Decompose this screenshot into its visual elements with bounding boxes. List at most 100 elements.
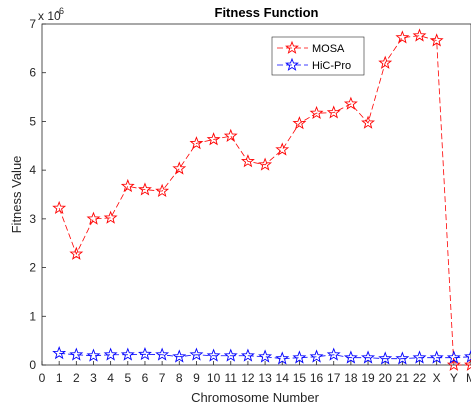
x-tick-label: 3 [90, 371, 97, 385]
data-point [429, 33, 444, 47]
series-line [59, 352, 471, 360]
y-axis-ticks: 0 1 2 3 4 5 6 7 [29, 17, 46, 372]
legend-label: MOSA [312, 43, 345, 55]
data-point [292, 350, 307, 364]
data-point [309, 349, 324, 363]
data-point [52, 200, 67, 215]
data-point [155, 183, 170, 197]
data-point [292, 116, 307, 130]
data-point [258, 157, 273, 171]
data-point [223, 128, 238, 142]
series-line [58, 35, 471, 366]
x-tick-label: 14 [276, 371, 290, 385]
data-point [69, 347, 84, 361]
y-axis-label: Fitness Value [9, 156, 24, 234]
y-tick-label: 5 [29, 114, 36, 128]
series-mosa [52, 28, 471, 371]
legend-item: HiC-Pro [277, 57, 351, 72]
x-tick-label: 8 [176, 371, 183, 385]
y-tick-label: 1 [29, 309, 36, 323]
x-tick-label: 10 [207, 371, 221, 385]
data-point [189, 136, 204, 150]
data-point [155, 347, 170, 361]
x-tick-label: 13 [258, 371, 272, 385]
data-point [326, 105, 341, 119]
data-point [412, 28, 427, 42]
data-point [464, 357, 471, 371]
data-point [275, 142, 290, 156]
legend-label: HiC-Pro [312, 60, 351, 72]
data-point [429, 350, 444, 364]
x-tick-label: 1 [56, 371, 63, 385]
plot-area [41, 23, 471, 366]
data-point [172, 349, 187, 363]
data-point [138, 346, 152, 361]
legend: MOSA HiC-Pro [271, 36, 365, 76]
chart-title: Fitness Function [215, 5, 319, 20]
y-tick-label: 4 [29, 163, 36, 177]
x-tick-label: 17 [327, 371, 341, 385]
data-point [343, 96, 358, 110]
data-point [326, 347, 341, 361]
data-point [258, 349, 273, 363]
x-axis-label: Chromosome Number [191, 390, 320, 405]
data-point [103, 210, 118, 224]
data-point [172, 161, 187, 175]
x-tick-label: 21 [396, 371, 410, 385]
legend-marker [285, 40, 299, 54]
data-point [464, 349, 471, 363]
x-tick-label: 2 [73, 371, 80, 385]
data-point [138, 182, 152, 196]
data-point [52, 346, 67, 360]
x-tick-label: 22 [413, 371, 427, 385]
x-tick-label: 19 [361, 371, 375, 385]
x-tick-label: 15 [293, 371, 307, 385]
series-hic-pro [52, 346, 471, 365]
legend-box [271, 36, 365, 76]
x-tick-label: M [466, 371, 471, 385]
data-point [120, 347, 135, 361]
data-point [446, 350, 461, 364]
x-tick-label: X [433, 371, 441, 385]
data-point [446, 357, 461, 371]
data-point [309, 105, 324, 120]
x-tick-label: 9 [193, 371, 200, 385]
data-point [361, 115, 375, 129]
x-tick-label: 18 [344, 371, 358, 385]
data-point [378, 351, 393, 365]
data-point [206, 348, 221, 362]
data-point [240, 154, 255, 168]
data-point [395, 30, 410, 44]
data-point [275, 351, 290, 365]
x-tick-label: 11 [225, 371, 238, 385]
x-tick-label: 6 [142, 371, 149, 385]
y-tick-label: 0 [29, 358, 36, 372]
x-tick-label: 12 [241, 371, 255, 385]
x-tick-label: 16 [310, 371, 324, 385]
data-point [103, 347, 118, 361]
data-point [223, 348, 238, 362]
x-tick-label: 4 [107, 371, 114, 385]
data-point [361, 350, 375, 364]
legend-item: MOSA [277, 40, 345, 55]
x-tick-label: Y [450, 371, 458, 385]
y-exponent-power: -6 [56, 6, 64, 16]
data-point [69, 246, 84, 260]
x-tick-label: 0 [39, 371, 46, 385]
data-point [240, 348, 255, 362]
y-tick-label: 6 [29, 66, 36, 80]
x-tick-label: 7 [159, 371, 166, 385]
y-tick-label: 3 [29, 212, 36, 226]
series-layer [52, 28, 471, 371]
data-point [343, 350, 358, 364]
x-axis-ticks: 012345678910111213141516171819202122XYM [39, 361, 471, 385]
y-axis-exponent: x 10 -6 [38, 6, 64, 23]
data-point [412, 350, 427, 364]
x-tick-label: 20 [379, 371, 393, 385]
data-point [86, 348, 101, 362]
data-point [206, 132, 221, 146]
x-tick-label: 5 [124, 371, 131, 385]
y-tick-label: 2 [29, 261, 36, 275]
data-point [378, 55, 393, 69]
